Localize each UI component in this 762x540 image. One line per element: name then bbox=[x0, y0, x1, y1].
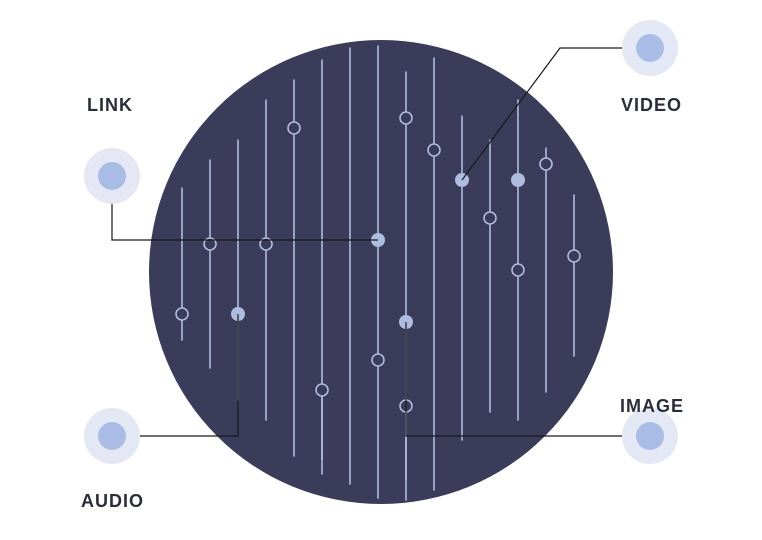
pin-inner-video bbox=[636, 34, 664, 62]
node-open-8 bbox=[400, 112, 412, 124]
node-open-7 bbox=[372, 354, 384, 366]
node-open-17 bbox=[568, 250, 580, 262]
node-open-11 bbox=[428, 144, 440, 156]
pin-inner-audio bbox=[98, 422, 126, 450]
node-open-13 bbox=[484, 212, 496, 224]
node-open-0 bbox=[176, 308, 188, 320]
label-audio: AUDIO bbox=[81, 491, 144, 512]
main-circle bbox=[149, 40, 613, 504]
node-open-16 bbox=[540, 158, 552, 170]
pin-inner-link bbox=[98, 162, 126, 190]
label-image: IMAGE bbox=[620, 396, 684, 417]
node-filled-14 bbox=[511, 173, 525, 187]
node-open-4 bbox=[288, 122, 300, 134]
pin-inner-image bbox=[636, 422, 664, 450]
node-open-5 bbox=[316, 384, 328, 396]
diagram-stage: LINK VIDEO AUDIO IMAGE bbox=[0, 0, 762, 540]
label-video: VIDEO bbox=[621, 95, 682, 116]
label-link: LINK bbox=[87, 95, 133, 116]
diagram-canvas bbox=[0, 0, 762, 540]
node-open-15 bbox=[512, 264, 524, 276]
